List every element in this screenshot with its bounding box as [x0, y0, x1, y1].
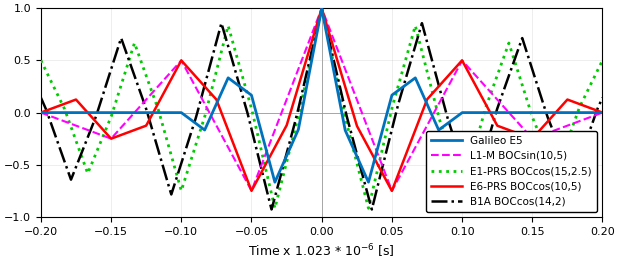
L1-M BOCsin(10,5): [37, 111, 45, 114]
L1-M BOCsin(10,5): [402, 162, 410, 166]
Galileo E5: [456, 112, 464, 116]
E1-PRS BOCcos(15,2.5): [252, 124, 259, 127]
X-axis label: Time x 1.023 * 10$^{-6}$ [s]: Time x 1.023 * 10$^{-6}$ [s]: [248, 242, 395, 260]
B1A BOCcos(14,2): [37, 96, 45, 99]
Galileo E5: [318, 7, 326, 10]
Galileo E5: [139, 111, 147, 114]
L1-M BOCsin(10,5): [252, 179, 259, 182]
Line: L1-M BOCsin(10,5): L1-M BOCsin(10,5): [41, 8, 602, 191]
L1-M BOCsin(10,5): [139, 102, 147, 105]
B1A BOCcos(14,2): [456, 156, 464, 159]
L1-M BOCsin(10,5): [248, 189, 255, 192]
Line: E6-PRS BOCcos(10,5): E6-PRS BOCcos(10,5): [41, 8, 602, 191]
E1-PRS BOCcos(15,2.5): [139, 65, 147, 68]
L1-M BOCsin(10,5): [599, 111, 606, 114]
B1A BOCcos(14,2): [374, 183, 381, 187]
E6-PRS BOCcos(10,5): [37, 111, 45, 114]
Line: B1A BOCcos(14,2): B1A BOCcos(14,2): [41, 8, 602, 209]
Galileo E5: [402, 83, 410, 86]
E6-PRS BOCcos(10,5): [374, 163, 381, 167]
E6-PRS BOCcos(10,5): [402, 152, 410, 155]
Galileo E5: [252, 109, 259, 112]
E1-PRS BOCcos(15,2.5): [599, 59, 606, 62]
L1-M BOCsin(10,5): [374, 153, 381, 156]
E6-PRS BOCcos(10,5): [318, 7, 326, 10]
B1A BOCcos(14,2): [252, 143, 259, 147]
L1-M BOCsin(10,5): [499, 104, 506, 107]
B1A BOCcos(14,2): [599, 96, 606, 99]
Legend: Galileo E5, L1-M BOCsin(10,5), E1-PRS BOCcos(15,2.5), E6-PRS BOCcos(10,5), B1A B: Galileo E5, L1-M BOCsin(10,5), E1-PRS BO…: [426, 131, 597, 212]
E6-PRS BOCcos(10,5): [248, 189, 255, 192]
E1-PRS BOCcos(15,2.5): [456, 183, 464, 186]
B1A BOCcos(14,2): [139, 98, 147, 101]
E6-PRS BOCcos(10,5): [252, 182, 259, 185]
E1-PRS BOCcos(15,2.5): [271, 207, 279, 210]
B1A BOCcos(14,2): [318, 7, 326, 10]
E1-PRS BOCcos(15,2.5): [318, 7, 326, 10]
E1-PRS BOCcos(15,2.5): [374, 166, 381, 169]
Line: Galileo E5: Galileo E5: [41, 8, 602, 182]
E6-PRS BOCcos(10,5): [456, 61, 464, 64]
B1A BOCcos(14,2): [268, 208, 275, 211]
E1-PRS BOCcos(15,2.5): [499, 58, 506, 62]
B1A BOCcos(14,2): [402, 75, 410, 78]
E6-PRS BOCcos(10,5): [599, 111, 606, 114]
Galileo E5: [599, 111, 606, 114]
Galileo E5: [37, 111, 45, 114]
E1-PRS BOCcos(15,2.5): [402, 56, 410, 59]
L1-M BOCsin(10,5): [318, 7, 326, 10]
Galileo E5: [499, 111, 506, 114]
L1-M BOCsin(10,5): [456, 62, 464, 65]
B1A BOCcos(14,2): [499, 91, 506, 95]
Line: E1-PRS BOCcos(15,2.5): E1-PRS BOCcos(15,2.5): [41, 8, 602, 208]
E6-PRS BOCcos(10,5): [139, 125, 147, 129]
Galileo E5: [374, 145, 381, 149]
Galileo E5: [271, 181, 279, 184]
E6-PRS BOCcos(10,5): [499, 126, 506, 129]
E1-PRS BOCcos(15,2.5): [37, 59, 45, 62]
